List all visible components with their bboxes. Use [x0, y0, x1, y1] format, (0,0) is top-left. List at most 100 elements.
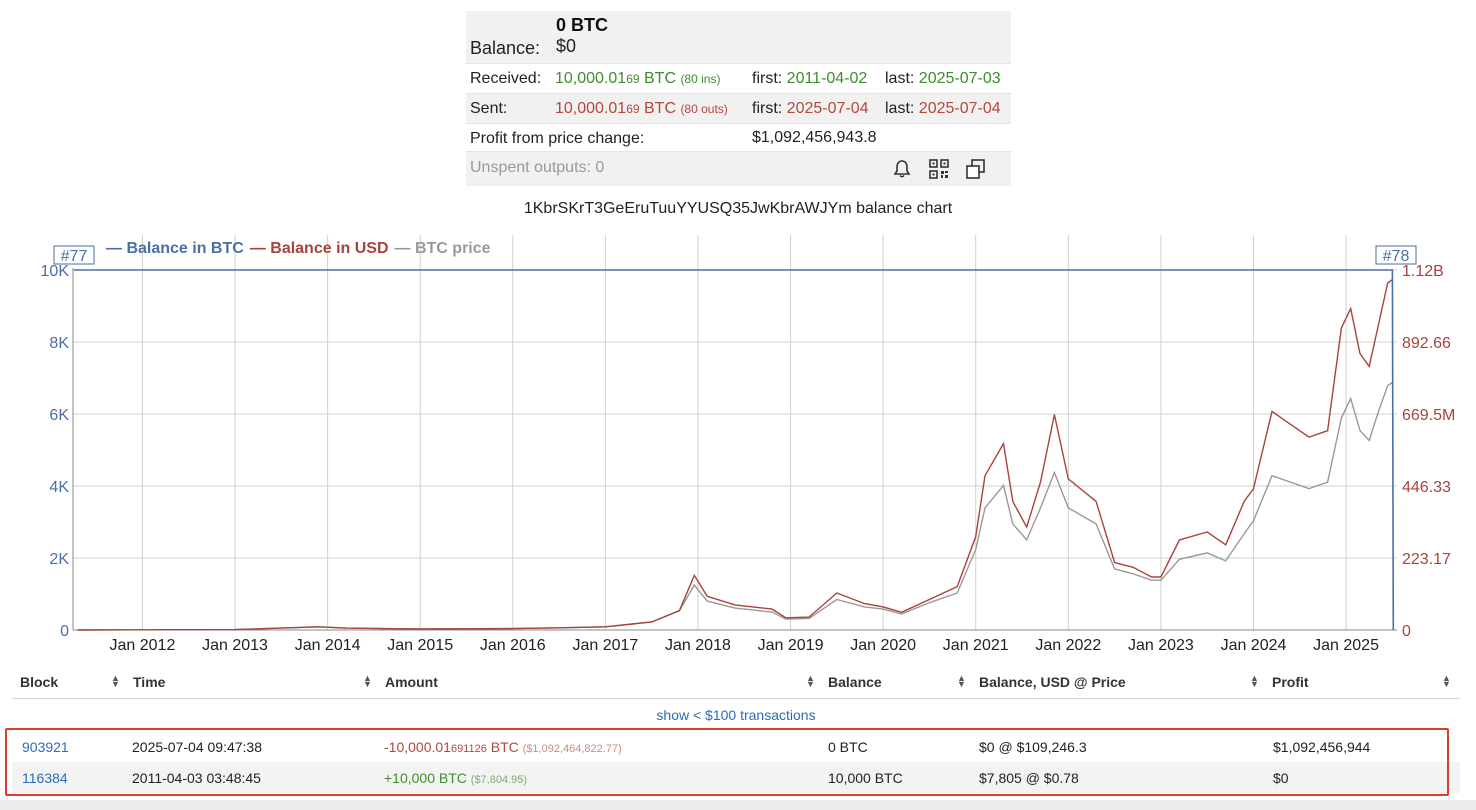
sent-amount-small: 69: [626, 102, 640, 116]
series-btc-price: [77, 381, 1393, 631]
received-label: Received:: [470, 70, 542, 87]
balance-chart[interactable]: 0 0 2K 223.17 4K 446.33 6K 669.5M 8K 892.66 10K 1.1…: [0, 230, 1476, 655]
qr-code-icon[interactable]: [928, 158, 950, 180]
y-right-tick-label: 0: [1402, 623, 1411, 640]
sent-count: (80 outs): [680, 102, 728, 116]
legend-item: — Balance in BTC: [106, 240, 244, 257]
received-amount: 10,000.0169 BTC (80 ins): [555, 70, 720, 88]
bell-icon[interactable]: [891, 158, 913, 180]
table-header: Block ▲ ▼ Time ▲ ▼ Amount ▲ ▼ Balance ▲ ▼ Ba…: [12, 666, 1460, 699]
unspent-row: Unspent outputs: 0: [466, 152, 1011, 186]
table-row: 116384 2011-04-03 03:48:45 +10,000 BTC (…: [12, 762, 1460, 793]
x-tick-label: Jan 2020: [850, 637, 916, 654]
table-row: 903921 2025-07-04 09:47:38 -10,000.01691…: [12, 731, 1460, 762]
tx-profit: $1,092,456,944: [1273, 739, 1371, 755]
x-tick-label: Jan 2019: [758, 637, 824, 654]
x-tick-label: Jan 2024: [1221, 637, 1287, 654]
sort-icon[interactable]: ▲ ▼: [957, 673, 966, 689]
y-left-tick-label: 4K: [49, 479, 69, 496]
sort-icon[interactable]: ▲ ▼: [1442, 673, 1451, 689]
tx-balance-usd: $7,805 @ $0.78: [979, 770, 1079, 786]
balance-row: Balance: 0 BTC $0: [466, 11, 1011, 64]
profit-label: Profit from price change:: [470, 130, 645, 147]
received-row: Received: 10,000.0169 BTC (80 ins) first…: [466, 64, 1011, 94]
legend-item: — Balance in USD: [250, 240, 389, 257]
tx-amount-main: -10,000.01: [384, 739, 451, 755]
tx-amount: -10,000.01691126 BTC ($1,092,464,822.77): [384, 739, 622, 755]
sent-amount-main: 10,000.01: [555, 100, 627, 117]
tx-balance: 0 BTC: [828, 739, 868, 755]
x-tick-label: Jan 2022: [1035, 637, 1101, 654]
x-tick-label: Jan 2013: [202, 637, 268, 654]
sort-icon[interactable]: ▲ ▼: [806, 673, 815, 689]
tx-amount-unit: BTC: [486, 739, 523, 755]
received-amount-main: 10,000.01: [555, 70, 627, 87]
transactions-table: Block ▲ ▼ Time ▲ ▼ Amount ▲ ▼ Balance ▲ ▼ Ba…: [12, 666, 1460, 793]
y-left-tick-label: 6K: [49, 407, 69, 424]
x-tick-label: Jan 2025: [1313, 637, 1379, 654]
sent-last-label: last:: [885, 100, 919, 117]
sent-last: last: 2025-07-04: [885, 100, 1001, 118]
received-last: last: 2025-07-03: [885, 70, 1001, 88]
balance-label: Balance:: [470, 38, 541, 58]
bottom-scrollbar[interactable]: [0, 800, 1476, 810]
chart-title: 1KbrSKrT3GeEruTuuYYUSQ35JwKbrAWJYm balan…: [523, 200, 953, 217]
marker-left: #77: [61, 248, 88, 265]
received-first-date: 2011-04-02: [786, 70, 868, 87]
tx-balance: 10,000 BTC: [828, 770, 903, 786]
received-last-date: 2025-07-03: [918, 70, 1001, 87]
tx-profit: $0: [1273, 770, 1289, 786]
balance-btc: 0 BTC: [556, 15, 609, 35]
received-count: (80 ins): [680, 72, 721, 86]
received-first: first: 2011-04-02: [752, 70, 867, 88]
marker-right: #78: [1383, 248, 1410, 265]
y-left-tick-label: 0: [60, 623, 69, 640]
legend-item: — BTC price: [395, 240, 491, 257]
balance-usd: $0: [556, 36, 577, 56]
x-tick-label: Jan 2012: [110, 637, 176, 654]
sent-first-label: first:: [752, 100, 787, 117]
header-time[interactable]: Time: [133, 674, 166, 690]
received-amount-small: 69: [626, 72, 640, 86]
sent-first: first: 2025-07-04: [752, 100, 869, 118]
y-left-tick-label: 2K: [49, 551, 69, 568]
y-left-tick-label: 10K: [41, 263, 70, 280]
sent-unit: BTC: [639, 100, 681, 117]
header-amount[interactable]: Amount: [385, 674, 438, 690]
marker-right-box: [1375, 245, 1417, 265]
x-tick-label: Jan 2015: [387, 637, 453, 654]
x-tick-label: Jan 2018: [665, 637, 731, 654]
tx-time: 2011-04-03 03:48:45: [132, 770, 261, 786]
profit-value: $1,092,456,943.8: [752, 129, 877, 146]
tx-amount-main: +10,000: [384, 770, 435, 786]
tx-time: 2025-07-04 09:47:38: [132, 739, 262, 755]
sent-row: Sent: 10,000.0169 BTC (80 outs) first: 2…: [466, 94, 1011, 124]
unspent-outputs-label: Unspent outputs: 0: [470, 159, 605, 176]
x-tick-label: Jan 2014: [295, 637, 361, 654]
tx-balance-usd: $0 @ $109,246.3: [979, 739, 1087, 755]
block-link[interactable]: 116384: [22, 770, 68, 786]
y-right-tick-label: 892.66: [1402, 335, 1451, 352]
sort-icon[interactable]: ▲ ▼: [111, 673, 120, 689]
tx-amount-unit: BTC: [435, 770, 471, 786]
y-left-tick-label: 8K: [49, 335, 69, 352]
header-block[interactable]: Block: [20, 674, 59, 690]
header-balance-usd[interactable]: Balance, USD @ Price: [979, 674, 1126, 690]
address-summary: Balance: 0 BTC $0 Received: 10,000.0169 …: [466, 11, 1011, 186]
sort-icon[interactable]: ▲ ▼: [363, 673, 372, 689]
show-small-transactions-link[interactable]: show < $100 transactions: [656, 707, 816, 723]
x-tick-label: Jan 2021: [943, 637, 1009, 654]
received-last-label: last:: [885, 70, 919, 87]
received-first-label: first:: [752, 70, 787, 87]
x-tick-label: Jan 2017: [572, 637, 638, 654]
x-tick-label: Jan 2016: [480, 637, 546, 654]
header-profit[interactable]: Profit: [1272, 674, 1309, 690]
header-balance[interactable]: Balance: [828, 674, 882, 690]
copy-icon[interactable]: [965, 158, 987, 180]
block-link[interactable]: 903921: [22, 739, 69, 755]
x-tick-label: Jan 2023: [1128, 637, 1194, 654]
sort-icon[interactable]: ▲ ▼: [1250, 673, 1259, 689]
sent-amount: 10,000.0169 BTC (80 outs): [555, 100, 728, 118]
profit-row: Profit from price change: $1,092,456,943…: [466, 124, 1011, 152]
y-right-tick-label: 1.12B: [1402, 263, 1444, 280]
